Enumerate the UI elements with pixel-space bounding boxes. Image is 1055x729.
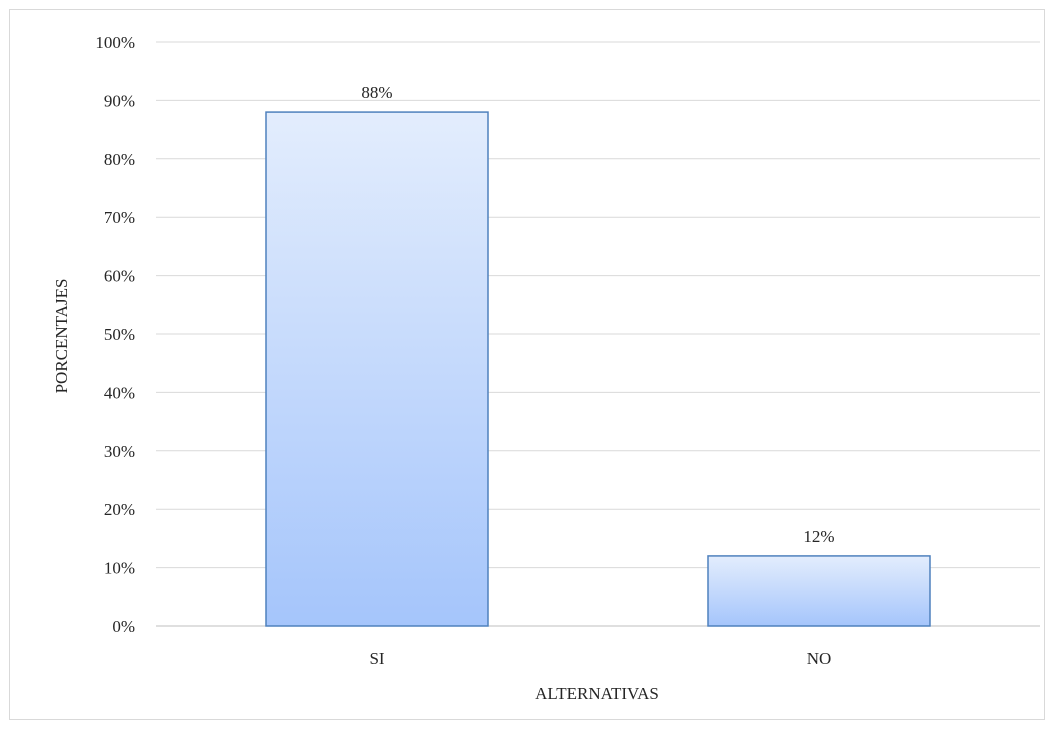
y-tick-label: 10% (104, 559, 135, 578)
x-axis-categories: SI NO (369, 649, 831, 668)
y-tick-label: 70% (104, 208, 135, 227)
y-tick-label: 0% (112, 617, 135, 636)
bar-no (707, 555, 931, 627)
data-labels: 88% 12% (361, 83, 834, 546)
y-tick-label: 60% (104, 267, 135, 286)
category-label-no: NO (807, 649, 832, 668)
y-tick-label: 50% (104, 325, 135, 344)
y-axis-title: PORCENTAJES (52, 279, 71, 394)
y-tick-label: 90% (104, 91, 135, 110)
y-tick-label: 40% (104, 383, 135, 402)
y-tick-label: 30% (104, 442, 135, 461)
x-axis-title: ALTERNATIVAS (535, 684, 659, 703)
bar-si (265, 111, 489, 627)
data-label-no: 12% (803, 527, 834, 546)
data-label-si: 88% (361, 83, 392, 102)
y-tick-label: 100% (95, 33, 135, 52)
bars (265, 111, 931, 627)
y-axis-ticks: 0% 10% 20% 30% 40% 50% 60% 70% 80% 90% 100% (95, 33, 135, 636)
category-label-si: SI (369, 649, 384, 668)
y-tick-label: 80% (104, 150, 135, 169)
y-tick-label: 20% (104, 500, 135, 519)
